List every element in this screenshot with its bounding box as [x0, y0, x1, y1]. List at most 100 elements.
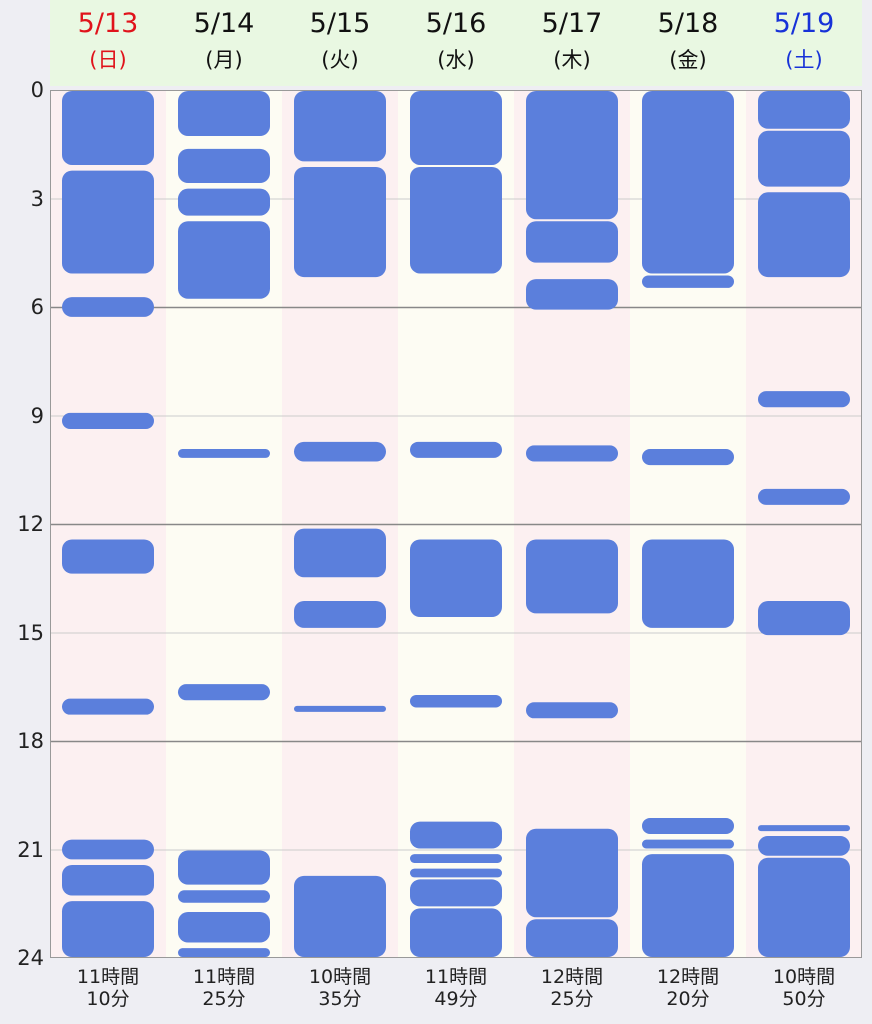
daily-total-hours: 10時間: [308, 966, 372, 988]
sleep-segment[interactable]: [526, 539, 618, 614]
daily-total: 11時間 25分: [166, 966, 282, 1010]
sleep-segment[interactable]: [642, 817, 734, 835]
daily-total-hours: 11時間: [76, 966, 140, 988]
sleep-segment[interactable]: [178, 148, 270, 184]
sleep-segment[interactable]: [758, 391, 850, 408]
sleep-segment[interactable]: [758, 836, 850, 856]
sleep-segment[interactable]: [62, 539, 154, 574]
sleep-segment[interactable]: [758, 488, 850, 505]
sleep-segment[interactable]: [62, 91, 154, 165]
daily-total: 10時間 35分: [282, 966, 398, 1010]
sleep-segment[interactable]: [178, 449, 270, 458]
sleep-segment[interactable]: [526, 221, 618, 263]
sleep-segment[interactable]: [62, 901, 154, 957]
sleep-segment[interactable]: [758, 857, 850, 957]
sleep-segment[interactable]: [410, 879, 502, 907]
day-weekday-label: (金): [669, 48, 707, 72]
sleep-segment[interactable]: [178, 188, 270, 216]
sleep-segment[interactable]: [294, 705, 386, 712]
sleep-segment[interactable]: [758, 192, 850, 278]
sleep-segment[interactable]: [642, 539, 734, 628]
daily-total-minutes: 49分: [434, 988, 478, 1010]
y-tick-label: 0: [30, 78, 44, 102]
sleep-segment[interactable]: [758, 600, 850, 636]
sleep-segment[interactable]: [642, 275, 734, 288]
daily-total: 12時間 20分: [630, 966, 746, 1010]
y-tick-label: 12: [17, 512, 44, 536]
sleep-segment[interactable]: [410, 91, 502, 165]
sleep-segment[interactable]: [410, 441, 502, 458]
sleep-segment[interactable]: [642, 839, 734, 849]
daily-total-hours: 12時間: [656, 966, 720, 988]
plot-border: [50, 90, 862, 958]
sleep-segment[interactable]: [410, 166, 502, 274]
sleep-segment[interactable]: [178, 91, 270, 137]
sleep-segment[interactable]: [62, 839, 154, 860]
day-date-label: 5/18: [657, 8, 719, 39]
day-header: 5/16 (水): [398, 0, 514, 86]
day-weekday-label: (月): [205, 48, 243, 72]
y-tick-label: 3: [30, 186, 44, 211]
sleep-segment[interactable]: [642, 854, 734, 957]
sleep-segment[interactable]: [62, 698, 154, 715]
daily-total-hours: 11時間: [424, 966, 488, 988]
y-tick-label: 9: [30, 403, 44, 428]
day-date-label: 5/17: [541, 8, 603, 39]
sleep-segment[interactable]: [758, 91, 850, 129]
day-header: 5/18 (金): [630, 0, 746, 86]
daily-total-hours: 10時間: [772, 966, 836, 988]
sleep-segment[interactable]: [294, 91, 386, 162]
y-tick-label: 18: [17, 729, 44, 753]
sleep-segment[interactable]: [294, 441, 386, 462]
daily-total-minutes: 50分: [782, 988, 826, 1010]
sleep-segment[interactable]: [62, 412, 154, 429]
sleep-segment[interactable]: [294, 166, 386, 278]
day-weekday-label: (日): [89, 48, 127, 72]
sleep-segment[interactable]: [62, 170, 154, 274]
day-header: 5/17 (木): [514, 0, 630, 86]
daily-total-minutes: 20分: [666, 988, 710, 1010]
day-header: 5/15 (火): [282, 0, 398, 86]
y-tick-label: 21: [17, 837, 44, 862]
sleep-segment[interactable]: [294, 600, 386, 628]
sleep-segment[interactable]: [526, 828, 618, 918]
sleep-segment[interactable]: [410, 539, 502, 618]
sleep-segment[interactable]: [642, 91, 734, 274]
day-date-label: 5/15: [309, 8, 371, 39]
daily-total-minutes: 25分: [550, 988, 594, 1010]
sleep-segment[interactable]: [410, 868, 502, 878]
day-date-label: 5/19: [773, 8, 835, 39]
sleep-segment[interactable]: [178, 890, 270, 903]
sleep-segment[interactable]: [294, 528, 386, 578]
sleep-segment[interactable]: [526, 91, 618, 220]
daily-total: 11時間 49分: [398, 966, 514, 1010]
daily-total: 12時間 25分: [514, 966, 630, 1010]
sleep-segment[interactable]: [178, 911, 270, 943]
sleep-segment[interactable]: [758, 130, 850, 187]
sleep-segment[interactable]: [178, 948, 270, 957]
sleep-segment[interactable]: [526, 702, 618, 719]
day-date-label: 5/14: [193, 8, 255, 39]
sleep-segment[interactable]: [178, 221, 270, 299]
sleep-segment[interactable]: [410, 694, 502, 708]
sleep-segment[interactable]: [294, 875, 386, 957]
sleep-segment[interactable]: [410, 821, 502, 849]
sleep-segment[interactable]: [410, 854, 502, 863]
sleep-segment[interactable]: [62, 864, 154, 896]
sleep-segment[interactable]: [526, 279, 618, 310]
sleep-segment[interactable]: [526, 919, 618, 957]
sleep-segment[interactable]: [178, 850, 270, 885]
sleep-chart: [50, 90, 862, 958]
day-weekday-label: (木): [553, 48, 591, 72]
y-tick-label: 6: [30, 295, 44, 319]
sleep-segment[interactable]: [178, 684, 270, 701]
sleep-segment[interactable]: [62, 297, 154, 317]
sleep-segment[interactable]: [642, 449, 734, 466]
daily-total-minutes: 35分: [318, 988, 362, 1010]
day-weekday-label: (火): [321, 48, 359, 72]
sleep-segment[interactable]: [758, 825, 850, 832]
daily-total-hours: 12時間: [540, 966, 604, 988]
sleep-segment[interactable]: [410, 908, 502, 957]
y-tick-label: 24: [17, 946, 44, 970]
sleep-segment[interactable]: [526, 445, 618, 462]
